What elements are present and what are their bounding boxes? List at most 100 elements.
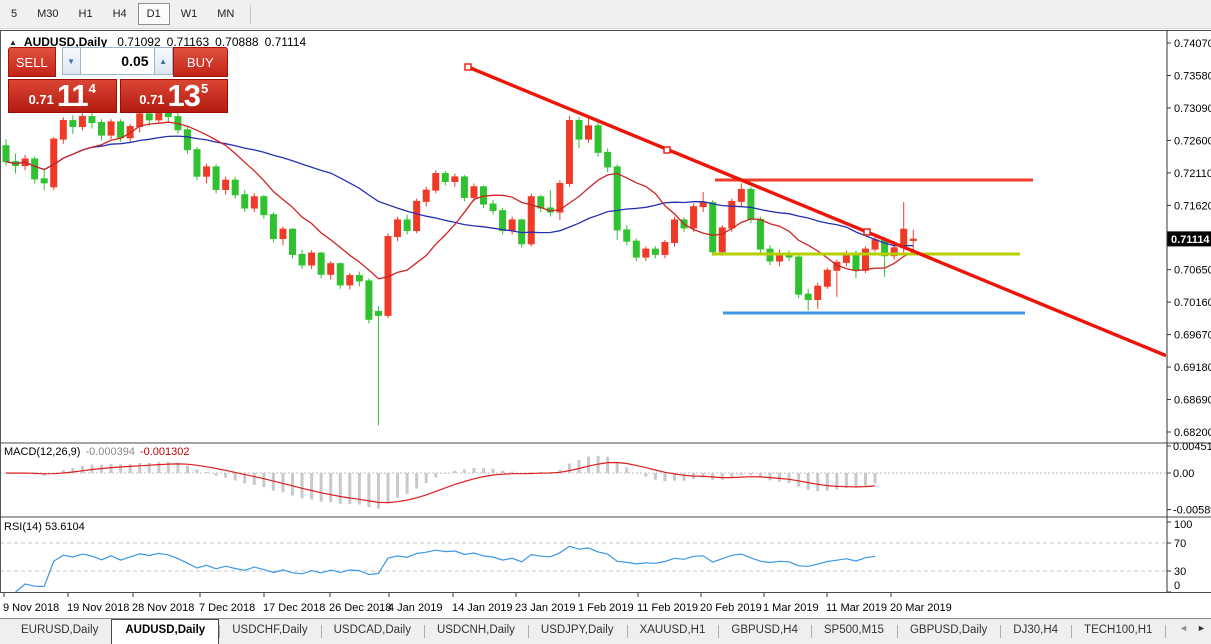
one-click-trade-panel: SELL ▼ 0.05 ▲ BUY 0.71 11 4 0.71 13 5 [8, 47, 228, 113]
main-chart-area[interactable] [2, 63, 1166, 426]
svg-text:0.70650: 0.70650 [1174, 265, 1211, 277]
svg-text:0.004517: 0.004517 [1173, 441, 1211, 453]
buy-price-base: 0.71 [139, 92, 165, 107]
svg-text:23 Jan 2019: 23 Jan 2019 [515, 602, 576, 614]
svg-text:14 Jan 2019: 14 Jan 2019 [452, 602, 513, 614]
rsi-panel [0, 542, 1167, 593]
timeframe-h4[interactable]: H4 [112, 8, 127, 20]
price-chart[interactable]: 0.74070 0.73580 0.73090 0.72600 0.72110 0.716… [0, 30, 1211, 618]
timeframe-5[interactable]: 5 [11, 8, 18, 20]
candles [2, 107, 917, 426]
macd-name: MACD(12,26,9) [4, 446, 81, 458]
tab-usdcad-daily[interactable]: USDCAD,Daily [320, 619, 424, 644]
svg-text:0.00: 0.00 [1173, 468, 1194, 480]
svg-text:30: 30 [1174, 566, 1186, 578]
svg-text:11 Mar 2019: 11 Mar 2019 [826, 602, 887, 614]
svg-text:4 Jan 2019: 4 Jan 2019 [388, 602, 442, 614]
svg-text:11 Feb 2019: 11 Feb 2019 [637, 602, 698, 614]
current-price-tag: 0.71114 [1167, 231, 1211, 247]
svg-text:-0.005899: -0.005899 [1173, 505, 1211, 517]
svg-text:28 Nov 2018: 28 Nov 2018 [132, 602, 194, 614]
tab-scroll-nav: ◄ ► [1177, 623, 1208, 633]
svg-text:0: 0 [1174, 580, 1180, 592]
svg-text:19 Nov 2018: 19 Nov 2018 [67, 602, 129, 614]
svg-text:0.71620: 0.71620 [1174, 200, 1211, 212]
volume-decrease-icon[interactable]: ▼ [61, 47, 81, 75]
volume-increase-icon[interactable]: ▲ [153, 47, 173, 75]
rsi-name: RSI(14) [4, 521, 42, 533]
svg-text:1 Mar 2019: 1 Mar 2019 [763, 602, 819, 614]
buy-button[interactable]: BUY [172, 47, 228, 77]
trendline-anchor [464, 63, 472, 71]
rsi-label: RSI(14) 53.6104 [4, 521, 85, 533]
tab-scroll-left-icon[interactable]: ◄ [1179, 623, 1188, 633]
svg-text:70: 70 [1174, 538, 1186, 550]
sell-button[interactable]: SELL [8, 47, 56, 77]
svg-text:20 Feb 2019: 20 Feb 2019 [700, 602, 762, 614]
trendline-anchor [663, 146, 671, 154]
svg-text:0.73580: 0.73580 [1174, 70, 1211, 82]
sell-price-pip: 4 [88, 81, 96, 96]
svg-text:26 Dec 2018: 26 Dec 2018 [329, 602, 391, 614]
chart-title: ▲ AUDUSD,Daily 0.71092 0.71163 0.70888 0… [9, 35, 312, 49]
timeframe-h1[interactable]: H1 [78, 8, 93, 20]
svg-text:0.72600: 0.72600 [1174, 135, 1211, 147]
buy-price-pip: 5 [201, 81, 209, 96]
panel-borders [0, 30, 1211, 594]
chart-objects[interactable] [464, 63, 1166, 358]
timeframe-mn[interactable]: MN [217, 8, 235, 20]
svg-text:0.73090: 0.73090 [1174, 103, 1211, 115]
svg-text:0.74070: 0.74070 [1174, 38, 1211, 50]
svg-text:17 Dec 2018: 17 Dec 2018 [263, 602, 325, 614]
svg-text:0.72110: 0.72110 [1174, 168, 1211, 180]
tab-usdjpy-daily[interactable]: USDJPY,Daily [527, 619, 627, 644]
tab-sp500-m15[interactable]: SP500,M15 [810, 619, 897, 644]
timeframe-m30[interactable]: M30 [37, 8, 59, 20]
timeframe-d1[interactable]: D1 [137, 3, 170, 25]
tab-audusd-daily[interactable]: AUDUSD,Daily [111, 619, 220, 644]
trendline [467, 65, 1166, 358]
svg-text:0.69670: 0.69670 [1174, 330, 1211, 342]
tab-scroll-right-icon[interactable]: ► [1197, 623, 1206, 633]
tab-gbpusd-h4[interactable]: GBPUSD,H4 [718, 619, 810, 644]
svg-text:0.70160: 0.70160 [1174, 297, 1211, 309]
tab-dj30-h4[interactable]: DJ30,H4 [1000, 619, 1071, 644]
high-value: 0.71163 [166, 35, 210, 49]
timeframe-w1[interactable]: W1 [180, 8, 198, 20]
svg-text:20 Mar 2019: 20 Mar 2019 [890, 602, 952, 614]
tab-gbpusd-daily[interactable]: GBPUSD,Daily [896, 619, 1000, 644]
sell-price-button[interactable]: 0.71 11 4 [8, 79, 117, 113]
volume-input[interactable]: 0.05 [80, 47, 154, 75]
tab-xauusd-h1[interactable]: XAUUSD,H1 [626, 619, 719, 644]
svg-text:0.69180: 0.69180 [1174, 362, 1211, 374]
timeframe-toolbar: 5 M30 H1 H4 D1 W1 MN [0, 0, 1211, 29]
collapse-trade-panel-icon[interactable]: ▲ [9, 37, 17, 47]
time-axis[interactable]: 9 Nov 2018 19 Nov 2018 28 Nov 2018 7 Dec 20… [3, 593, 952, 614]
rsi-value: 53.6104 [44, 521, 85, 533]
tab-usdcnh-daily[interactable]: USDCNH,Daily [423, 619, 528, 644]
open-value: 0.71092 [117, 35, 161, 49]
tab-tech100-h1[interactable]: TECH100,H1 [1071, 619, 1165, 644]
macd-label: MACD(12,26,9) -0.000394 -0.001302 [4, 446, 190, 458]
timeframe-buttons: 5 M30 H1 H4 D1 W1 MN [1, 3, 244, 25]
trendline-anchor [863, 228, 871, 236]
volume-spinner: ▼ 0.05 ▲ [61, 47, 173, 75]
buy-price-button[interactable]: 0.71 13 5 [119, 79, 228, 113]
tab-eurusd-daily[interactable]: EURUSD,Daily [21, 624, 99, 636]
toolbar-separator [250, 4, 252, 24]
svg-text:0.71114: 0.71114 [1171, 234, 1210, 246]
svg-text:7 Dec 2018: 7 Dec 2018 [199, 602, 255, 614]
svg-text:0.68200: 0.68200 [1174, 427, 1211, 439]
svg-text:9 Nov 2018: 9 Nov 2018 [3, 602, 59, 614]
tab-usdchf-daily[interactable]: USDCHF,Daily [219, 619, 320, 644]
macd-signal-value: -0.001302 [139, 446, 190, 458]
chart-tab-bar: EURUSD,Daily AUDUSD,Daily USDCHF,Daily USDC… [0, 618, 1211, 644]
svg-text:1 Feb 2019: 1 Feb 2019 [578, 602, 634, 614]
sell-price-base: 0.71 [28, 92, 54, 107]
close-value: 0.71114 [264, 35, 307, 49]
macd-main-value: -0.000394 [85, 446, 135, 458]
symbol-label: AUDUSD,Daily [23, 35, 108, 49]
svg-text:0.68690: 0.68690 [1174, 395, 1211, 407]
price-axis[interactable]: 0.74070 0.73580 0.73090 0.72600 0.72110 0.716… [1167, 38, 1211, 593]
svg-text:100: 100 [1174, 519, 1192, 531]
